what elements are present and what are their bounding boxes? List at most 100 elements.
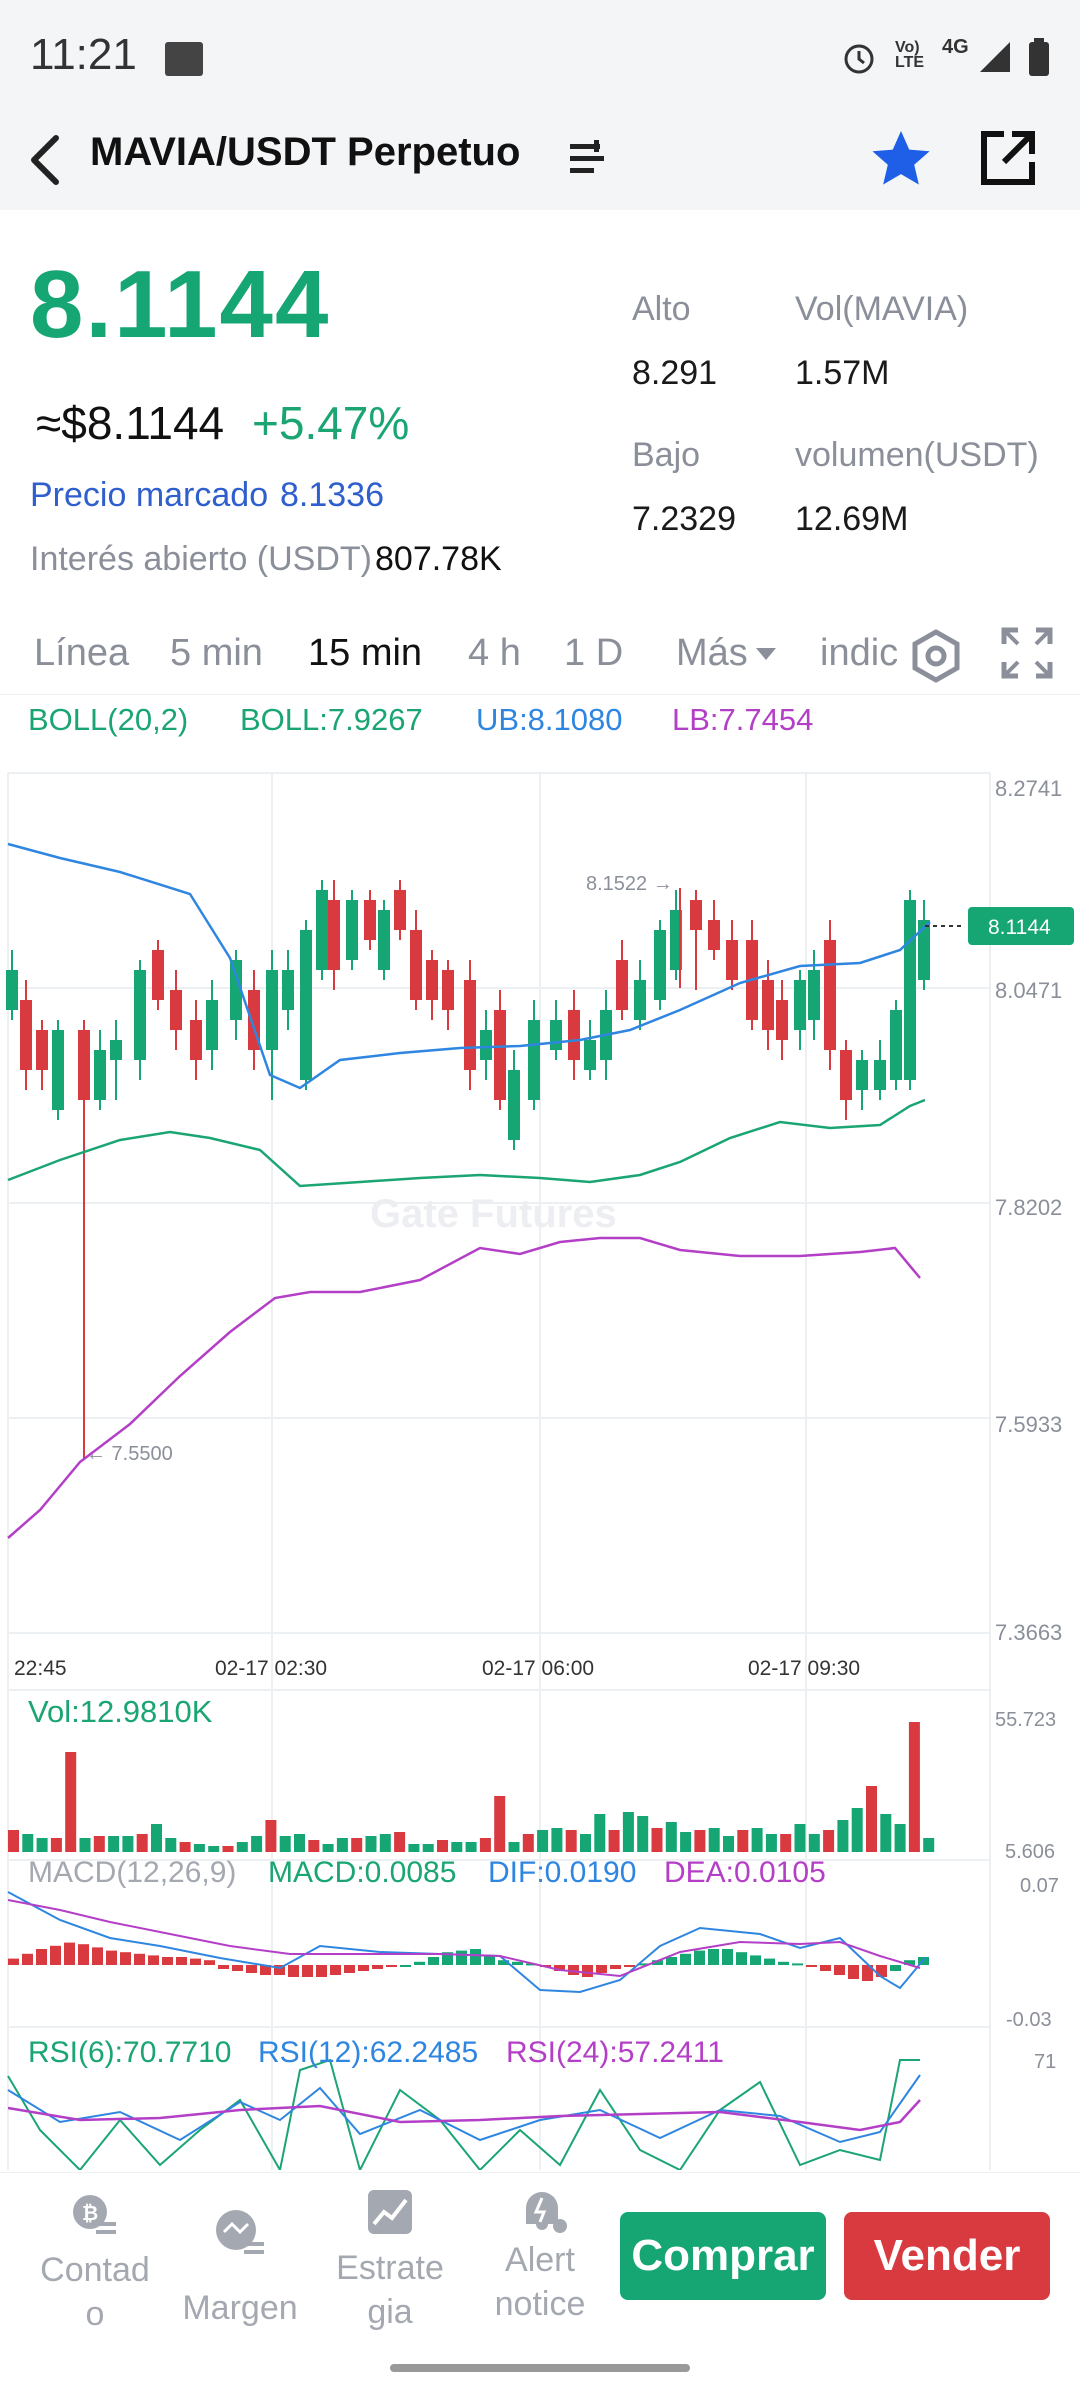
- volume-bar: [665, 1822, 677, 1852]
- candle-body: [824, 940, 836, 1050]
- macd-bar: [484, 1955, 495, 1965]
- macd-bar: [36, 1949, 47, 1965]
- candle-body: [528, 1020, 540, 1100]
- candle-body: [426, 960, 438, 1000]
- candle-body: [94, 1050, 106, 1100]
- candle-body: [584, 1040, 596, 1070]
- nav-strategy-label: Estrate gia: [336, 2249, 444, 2331]
- candle-body: [568, 1010, 580, 1060]
- macd-bar: [190, 1958, 201, 1965]
- favorite-star-icon[interactable]: [866, 126, 936, 192]
- candle-body: [52, 1030, 64, 1110]
- volume-bar: [794, 1824, 806, 1852]
- back-icon[interactable]: [22, 132, 66, 188]
- volume-bar: [193, 1844, 205, 1852]
- high-marker: 8.1522 →: [586, 873, 673, 895]
- rsi24-value: RSI(24):57.2411: [506, 2036, 724, 2069]
- boll-ub: UB:8.1080: [476, 702, 623, 737]
- volume-bar: [451, 1842, 463, 1852]
- macd-bar: [8, 1958, 19, 1965]
- candle-body: [282, 970, 294, 1010]
- nav-spot[interactable]: ₿ Contad o: [30, 2186, 160, 2336]
- tab-15min[interactable]: 15 min: [308, 632, 423, 674]
- candle-body: [230, 960, 242, 1020]
- tab-1d[interactable]: 1 D: [564, 632, 624, 674]
- macd-bar: [582, 1965, 593, 1977]
- rsi6-value: RSI(6):70.7710: [28, 2036, 231, 2069]
- nav-alert[interactable]: Alert notice: [470, 2186, 610, 2336]
- nav-strategy[interactable]: Estrate gia: [320, 2186, 460, 2336]
- tab-5min[interactable]: 5 min: [170, 632, 263, 674]
- macd-bar: [232, 1965, 243, 1971]
- low-marker: ← 7.5500: [86, 1443, 173, 1465]
- volume-bar: [637, 1816, 649, 1852]
- macd-bar: [736, 1952, 747, 1965]
- share-icon[interactable]: [976, 126, 1040, 190]
- volume-bar: [765, 1834, 777, 1852]
- y-axis: 8.2741 8.0471 7.8202 7.5933 7.3663: [995, 776, 1062, 1645]
- candle-body: [442, 970, 454, 1010]
- volume-bar: [294, 1834, 305, 1852]
- tab-indicators[interactable]: indic: [820, 632, 899, 674]
- macd-bar: [834, 1965, 845, 1975]
- macd-bar: [624, 1965, 635, 1967]
- candle-body: [762, 980, 774, 1030]
- candle-body: [480, 1030, 492, 1060]
- macd-bar: [666, 1957, 677, 1965]
- volume-bar: [751, 1828, 763, 1852]
- tab-more[interactable]: Más: [676, 632, 748, 674]
- volume-bar: [708, 1828, 720, 1852]
- volume-bar: [136, 1834, 148, 1852]
- candle-body: [316, 890, 328, 970]
- y-tick: 8.0471: [995, 978, 1062, 1003]
- candle-body: [726, 940, 738, 980]
- svg-text:₿: ₿: [82, 2203, 98, 2225]
- fullscreen-icon[interactable]: [1000, 626, 1054, 680]
- open-interest-label: Interés abierto (USDT): [30, 540, 372, 578]
- settings-hexagon-icon[interactable]: [908, 628, 964, 684]
- volume-bar: [808, 1834, 820, 1852]
- rsi12-value: RSI(12):62.2485: [258, 2036, 478, 2069]
- macd-dif-line: [7, 1891, 926, 1994]
- macd-bar: [820, 1965, 831, 1971]
- pair-title[interactable]: MAVIA/USDT Perpetuo: [90, 130, 521, 174]
- volume-bar: [336, 1838, 348, 1852]
- boll-lb: LB:7.7454: [672, 702, 814, 737]
- candle-body: [364, 900, 376, 940]
- volume-bar: [894, 1824, 906, 1852]
- volume-bar: [622, 1812, 634, 1852]
- macd-bar: [372, 1965, 383, 1969]
- nav-alert-label: Alert notice: [494, 2241, 586, 2323]
- pair-menu-icon[interactable]: [568, 138, 606, 178]
- nav-margin[interactable]: Margen: [170, 2186, 310, 2336]
- candle-body: [6, 970, 18, 1010]
- buy-button[interactable]: Comprar: [620, 2212, 826, 2300]
- candle-body: [634, 980, 646, 1020]
- header-bar: MAVIA/USDT Perpetuo: [0, 110, 1080, 210]
- volume-bar: [165, 1838, 177, 1852]
- mark-price-label[interactable]: Precio marcado: [30, 476, 269, 514]
- volume-bar: [251, 1836, 263, 1852]
- macd-bar: [106, 1950, 117, 1965]
- tab-line[interactable]: Línea: [34, 632, 130, 674]
- last-price-tag: [968, 907, 1074, 945]
- kline-chart[interactable]: Gate Futures 8.1522 → ← 7.5500 8.1144 8.…: [0, 770, 1080, 2170]
- macd-bar: [428, 1957, 439, 1965]
- sell-button[interactable]: Vender: [844, 2212, 1050, 2300]
- home-indicator: [390, 2364, 690, 2372]
- macd-bar: [764, 1958, 775, 1965]
- volume-bar: [265, 1820, 277, 1852]
- nav-spot-label: Contad o: [40, 2251, 150, 2333]
- macd-bar: [274, 1965, 285, 1975]
- tab-4h[interactable]: 4 h: [468, 632, 521, 674]
- y-tick: 7.5933: [995, 1412, 1062, 1437]
- low-value: 7.2329: [632, 500, 736, 538]
- macd-bar: [904, 1960, 915, 1965]
- volume-bar: [122, 1836, 134, 1852]
- volume-bar: [236, 1842, 248, 1852]
- volume-bar: [379, 1834, 391, 1852]
- macd-bar: [778, 1961, 789, 1965]
- usd-price: ≈$8.1144: [36, 397, 225, 449]
- macd-bar: [288, 1965, 299, 1977]
- x-tick: 02-17 06:00: [482, 1657, 594, 1680]
